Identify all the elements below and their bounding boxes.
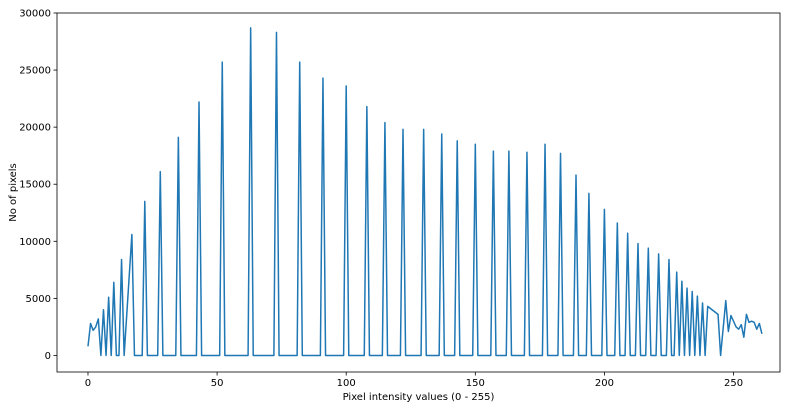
y-tick-label: 20000 <box>19 123 51 134</box>
y-axis-label: No of pixels <box>8 163 19 221</box>
x-tick-label: 150 <box>466 378 485 389</box>
x-tick-label: 0 <box>85 378 91 389</box>
chart-marks <box>87 27 763 357</box>
x-axis-label: Pixel intensity values (0 - 255) <box>343 392 495 403</box>
y-tick-label: 30000 <box>19 9 51 20</box>
y-tick-label: 10000 <box>19 237 51 248</box>
y-tick-label: 0 <box>45 351 51 362</box>
y-tick-label: 15000 <box>19 180 51 191</box>
y-tick-label: 5000 <box>26 294 51 305</box>
y-tick-label: 25000 <box>19 66 51 77</box>
plot-frame <box>56 12 781 373</box>
chart-axes: 0 50 100 150 200 250 0 5000 10000 15000 20000 25000… <box>19 9 781 389</box>
x-tick-label: 100 <box>337 378 356 389</box>
x-tick-label: 250 <box>724 378 743 389</box>
x-tick-label: 50 <box>211 378 224 389</box>
x-tick-label: 200 <box>595 378 614 389</box>
series-line <box>87 27 763 357</box>
